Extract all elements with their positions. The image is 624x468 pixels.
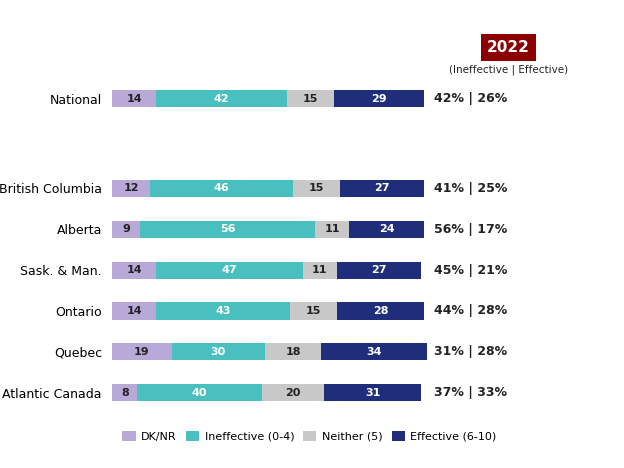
Bar (321, 343, 427, 360)
Text: 31: 31 (365, 388, 381, 398)
Text: 42: 42 (213, 94, 230, 104)
Text: 56: 56 (220, 224, 235, 234)
Bar (112, 90, 156, 107)
Bar (156, 90, 287, 107)
Bar (293, 180, 340, 197)
Legend: DK/NR, Ineffective (0-4), Neither (5), Effective (6-10): DK/NR, Ineffective (0-4), Neither (5), E… (118, 427, 501, 446)
Text: 44% | 28%: 44% | 28% (434, 305, 507, 317)
Text: 14: 14 (126, 94, 142, 104)
Bar (156, 262, 303, 279)
Text: 27: 27 (371, 265, 387, 275)
Text: 41% | 25%: 41% | 25% (434, 182, 507, 195)
Text: 15: 15 (303, 94, 318, 104)
Bar (290, 302, 337, 320)
Bar (337, 262, 421, 279)
Bar (137, 384, 262, 401)
Text: 12: 12 (124, 183, 139, 193)
Bar (334, 90, 424, 107)
Bar (337, 302, 424, 320)
Text: 31% | 28%: 31% | 28% (434, 345, 507, 358)
Bar (172, 343, 265, 360)
Text: 37% | 33%: 37% | 33% (434, 386, 507, 399)
Bar (303, 262, 337, 279)
Bar (349, 221, 424, 238)
Text: 15: 15 (306, 306, 321, 316)
Text: 27: 27 (374, 183, 390, 193)
Bar (112, 302, 156, 320)
Text: 14: 14 (126, 306, 142, 316)
Text: 56% | 17%: 56% | 17% (434, 223, 507, 236)
Text: 40: 40 (192, 388, 207, 398)
Text: 15: 15 (309, 183, 324, 193)
Text: 19: 19 (134, 347, 150, 357)
Text: 18: 18 (286, 347, 301, 357)
Bar (112, 262, 156, 279)
Text: 34: 34 (367, 347, 382, 357)
Text: 46: 46 (213, 183, 230, 193)
Bar (150, 180, 293, 197)
Bar (112, 180, 150, 197)
Text: 30: 30 (211, 347, 226, 357)
Text: 14: 14 (126, 265, 142, 275)
Bar (156, 302, 290, 320)
Text: 20: 20 (286, 388, 301, 398)
Bar (262, 384, 324, 401)
Text: 29: 29 (371, 94, 387, 104)
Text: 2022: 2022 (487, 40, 530, 55)
Bar (315, 221, 349, 238)
Text: 11: 11 (312, 265, 328, 275)
Bar (324, 384, 421, 401)
Bar (340, 180, 424, 197)
Text: 24: 24 (379, 224, 395, 234)
Bar (140, 221, 315, 238)
Text: 11: 11 (324, 224, 340, 234)
Text: 43: 43 (215, 306, 231, 316)
Bar (112, 343, 172, 360)
Bar (112, 384, 137, 401)
Text: 8: 8 (121, 388, 129, 398)
Bar (265, 343, 321, 360)
Bar (112, 221, 140, 238)
Bar (287, 90, 334, 107)
Text: 42% | 26%: 42% | 26% (434, 92, 507, 105)
Text: 47: 47 (222, 265, 237, 275)
Text: (Ineffective | Effective): (Ineffective | Effective) (449, 65, 568, 75)
Text: 28: 28 (373, 306, 388, 316)
Text: 45% | 21%: 45% | 21% (434, 263, 507, 277)
Text: 9: 9 (122, 224, 130, 234)
